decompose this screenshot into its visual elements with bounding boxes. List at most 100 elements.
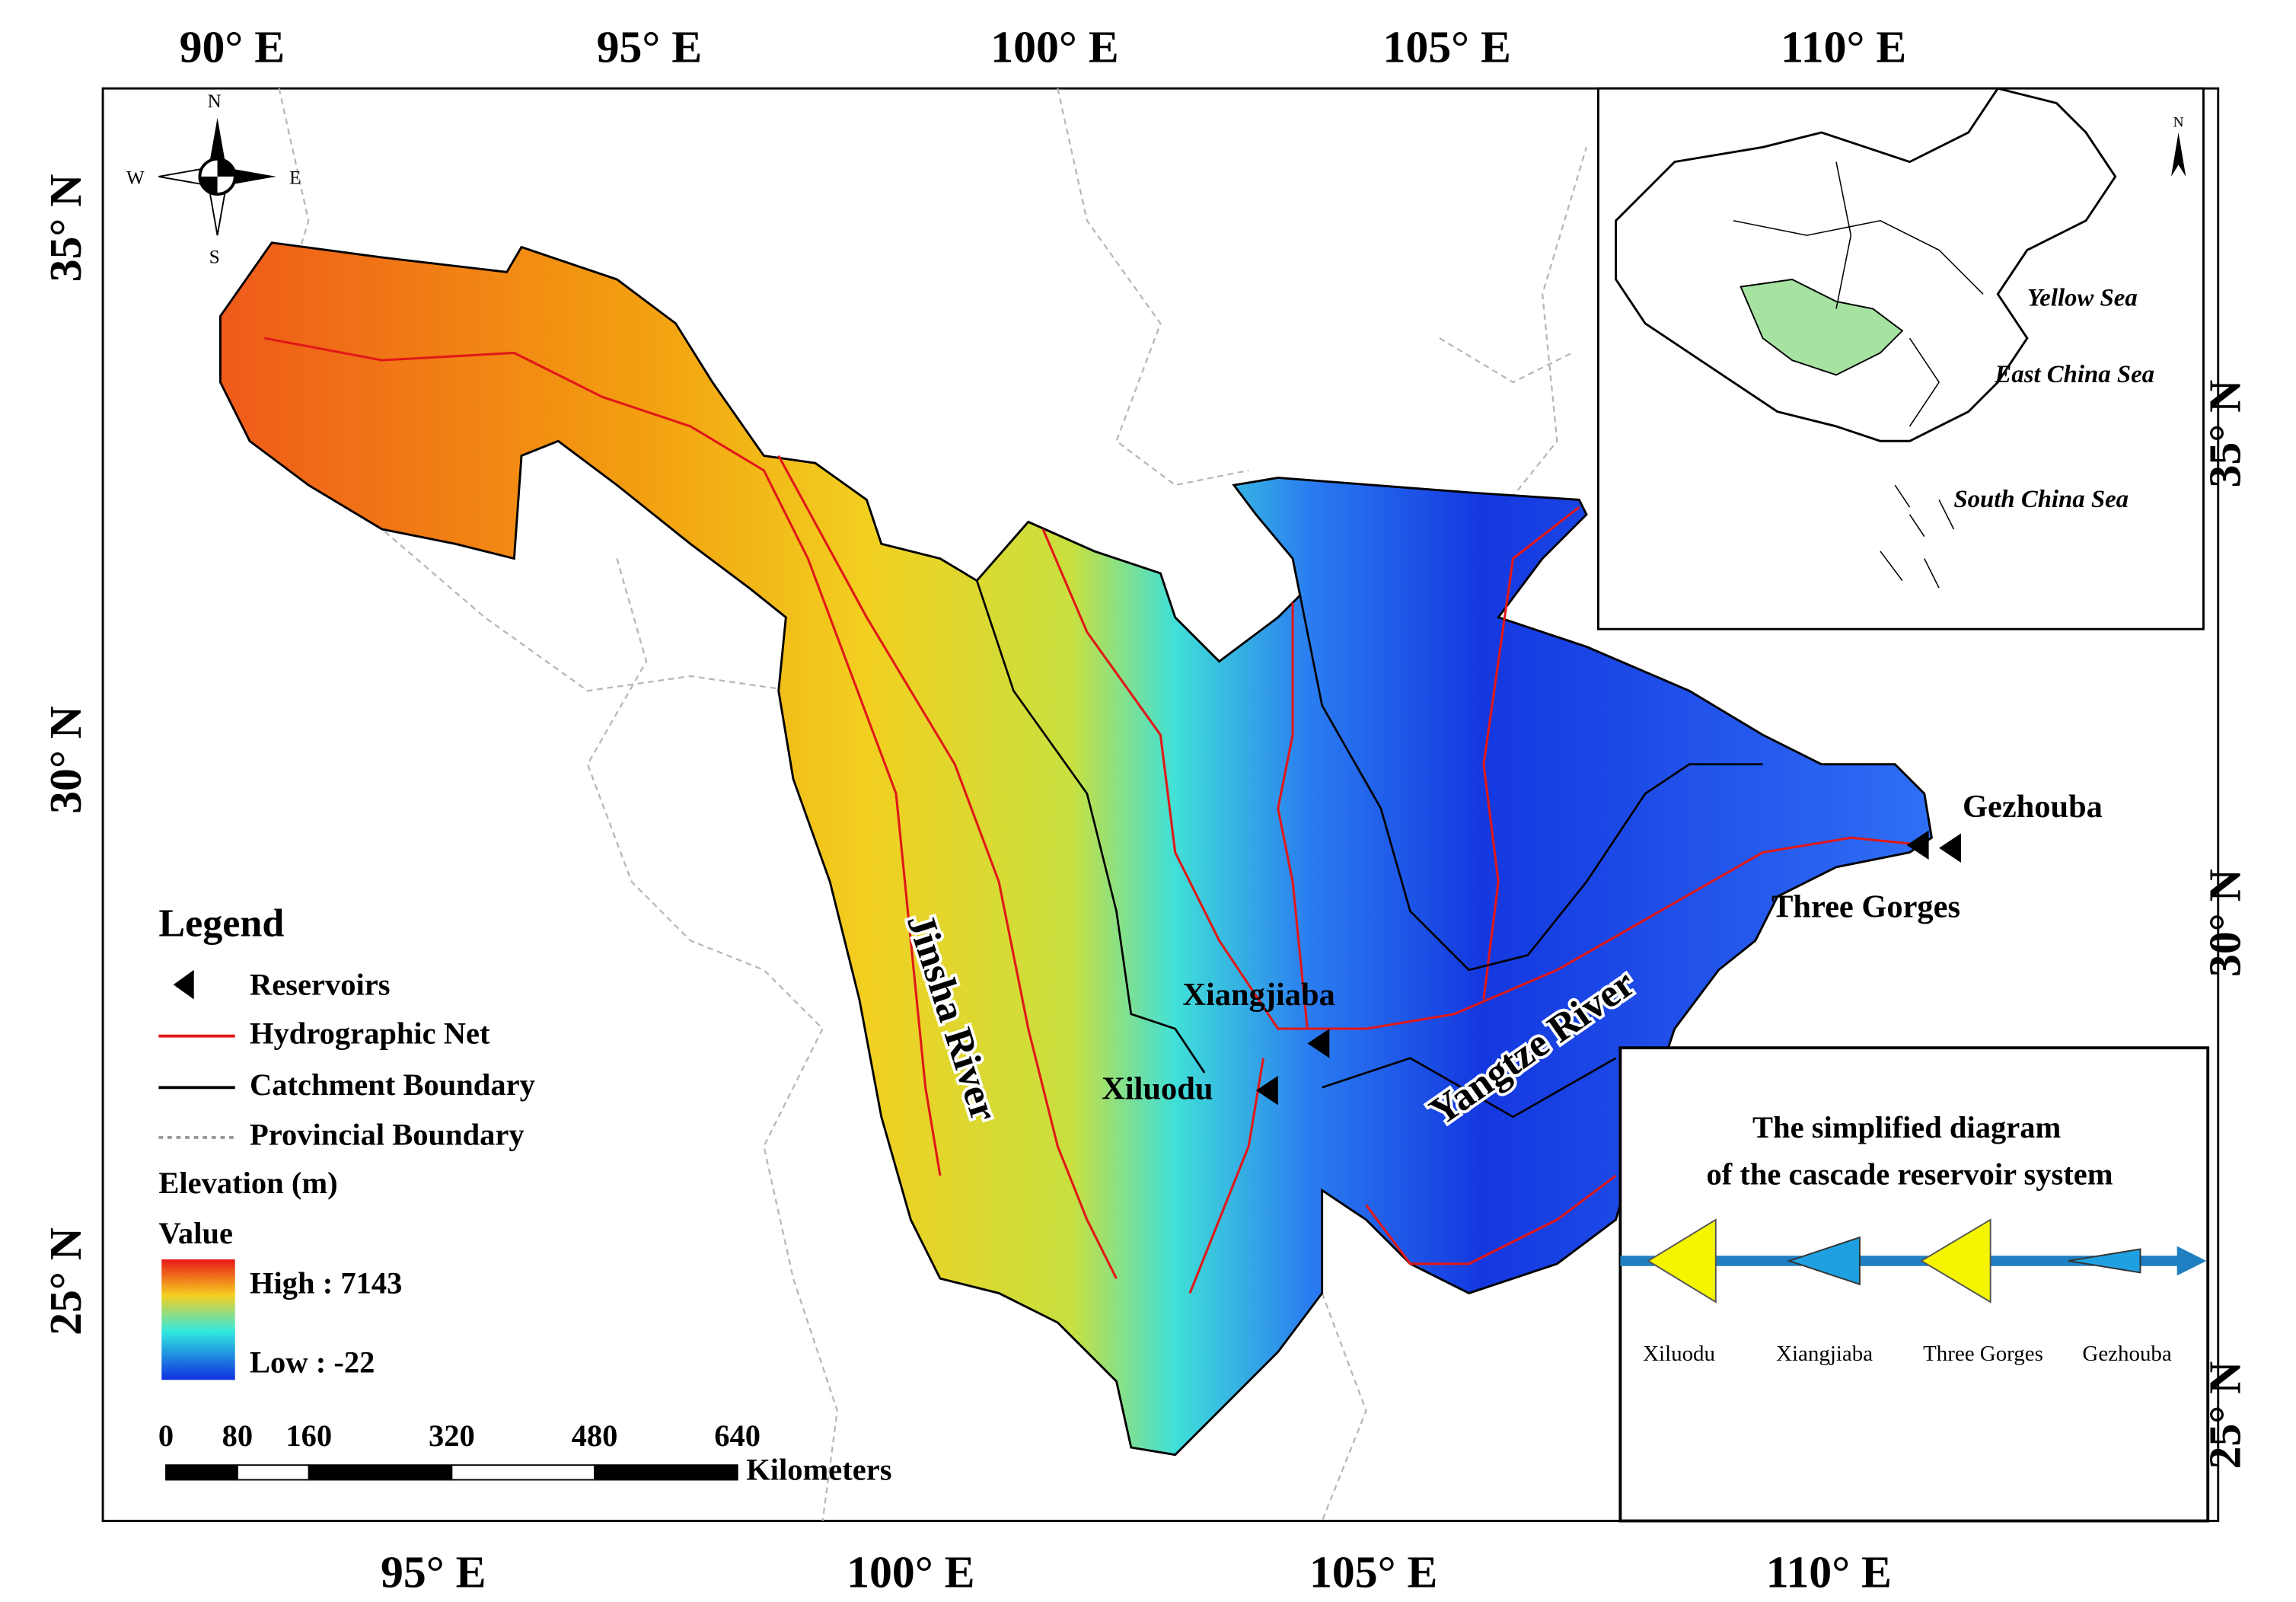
scale-unit: Kilometers	[746, 1452, 891, 1486]
left-axis-label: 35° N	[40, 174, 91, 282]
legend-symbol	[173, 969, 194, 1000]
river	[1482, 506, 1580, 1000]
compass: N E S W	[126, 91, 301, 268]
river-yangtze	[1041, 528, 1924, 1030]
flow-arrowhead	[2176, 1246, 2207, 1276]
reservoir-medium	[1787, 1236, 1861, 1286]
inset-line	[1835, 161, 1852, 309]
scale-tick-label: 480	[572, 1419, 618, 1453]
inset-provinces	[1733, 161, 1984, 589]
top-axis-label: 90° E	[180, 21, 285, 72]
legend-item: Catchment Boundary	[250, 1067, 535, 1102]
reservoir-large	[1647, 1218, 1717, 1304]
station-label: Xiangjiaba	[1776, 1342, 1873, 1366]
province-line	[586, 558, 839, 1521]
inset-line	[1733, 219, 1984, 295]
sea-label: South China Sea	[1953, 486, 2129, 513]
legend-subtitle: Value	[158, 1216, 233, 1250]
compass-letter: W	[126, 168, 145, 189]
diagram-title: of the cascade reservoir system	[1706, 1157, 2113, 1192]
legend-item: Reservoirs	[250, 968, 390, 1002]
reservoir-marker	[1939, 833, 1962, 863]
diagram-frame	[1618, 1046, 2210, 1523]
reservoir-label: Xiangjiaba	[1182, 977, 1335, 1013]
elevation-ramp	[161, 1259, 235, 1380]
top-axis-label: 110° E	[1781, 21, 1906, 72]
bottom-axis-label: 110° E	[1766, 1546, 1892, 1597]
inset-north: N	[2173, 114, 2184, 130]
scale-tick-label: 640	[714, 1419, 761, 1453]
hydrographic-net	[264, 337, 1924, 1294]
legend-subtitle: Elevation (m)	[158, 1166, 337, 1200]
compass-letter: S	[209, 247, 220, 268]
axis-labels: 90° E 95° E 100° E 105° E 110° E 95° E 1…	[40, 21, 2250, 1597]
cascade-diagram: The simplified diagram of the cascade re…	[1618, 1046, 2210, 1523]
reservoir-small	[2068, 1248, 2141, 1274]
scale-bar: Kilometers 0 80 160 320 480 640	[158, 1419, 892, 1486]
reservoir-label: Three Gorges	[1771, 889, 1960, 924]
sea-label: Yellow Sea	[2027, 285, 2138, 312]
right-axis-label: 30° N	[2200, 869, 2250, 977]
diagram-title: The simplified diagram	[1752, 1110, 2061, 1144]
legend-item: Provincial Boundary	[250, 1118, 525, 1152]
catchment-line	[1322, 1057, 1617, 1119]
bottom-axis-label: 105° E	[1309, 1546, 1437, 1597]
reservoir-large	[1920, 1218, 1991, 1304]
compass-center	[199, 158, 235, 195]
scale-segment	[594, 1464, 738, 1481]
bottom-axis-label: 95° E	[381, 1546, 486, 1597]
inset-north-arrow	[2170, 132, 2186, 177]
legend-item: Hydrographic Net	[250, 1016, 490, 1050]
top-axis-label: 95° E	[597, 21, 703, 72]
scale-tick-label: 160	[285, 1419, 332, 1453]
province-line	[1321, 1293, 1367, 1521]
inset-line	[1909, 337, 1940, 427]
basin-inset	[1740, 278, 1904, 376]
reservoir-markers	[1255, 830, 1962, 1106]
inset-islands	[1880, 484, 1955, 589]
legend: Legend Reservoirs Hydrographic Net Catch…	[158, 902, 535, 1380]
reservoir-marker	[1906, 830, 1929, 860]
legend-title: Legend	[158, 902, 284, 946]
station-label: Gezhouba	[2082, 1342, 2171, 1366]
legend-low: Low : -22	[250, 1345, 375, 1380]
scale-tick-label: 0	[158, 1419, 174, 1453]
river	[777, 455, 1118, 1279]
scale-tick-label: 80	[222, 1419, 254, 1453]
sea-label: East China Sea	[1994, 361, 2154, 388]
scale-tick-label: 320	[429, 1419, 475, 1453]
china-outline	[1615, 87, 2117, 442]
compass-letter: N	[208, 91, 222, 112]
province-line	[1439, 337, 1573, 384]
river	[264, 337, 942, 1176]
bottom-axis-label: 100° E	[847, 1546, 974, 1597]
scale-segment	[165, 1464, 238, 1481]
catchment-boundaries	[975, 580, 1763, 1119]
left-axis-label: 30° N	[40, 706, 91, 814]
top-axis-label: 105° E	[1382, 21, 1510, 72]
province-line	[1497, 146, 1588, 515]
basin-elevation	[218, 241, 1934, 1457]
reservoir-marker	[1255, 1075, 1278, 1106]
scale-segment	[308, 1464, 453, 1481]
reservoir-label: Xiluodu	[1102, 1071, 1213, 1107]
catchment-line	[975, 580, 1206, 1074]
right-axis-label: 35° N	[2200, 380, 2250, 488]
top-axis-label: 100° E	[990, 21, 1118, 72]
reservoir-label: Gezhouba	[1963, 789, 2103, 825]
compass-letter: E	[289, 168, 301, 189]
legend-high: High : 7143	[250, 1265, 402, 1300]
station-label: Three Gorges	[1923, 1342, 2043, 1366]
scale-segment	[451, 1464, 595, 1481]
inset-map: N Yellow Sea East China Sea South China …	[1596, 87, 2205, 630]
river	[1188, 1058, 1264, 1294]
river	[1277, 602, 1309, 1029]
station-label: Xiluodu	[1643, 1342, 1715, 1366]
river	[1365, 1174, 1617, 1265]
left-axis-label: 25° N	[40, 1227, 91, 1336]
reservoir-marker	[1307, 1029, 1330, 1058]
catchment-line	[1299, 595, 1763, 972]
scale-segment	[236, 1464, 310, 1481]
